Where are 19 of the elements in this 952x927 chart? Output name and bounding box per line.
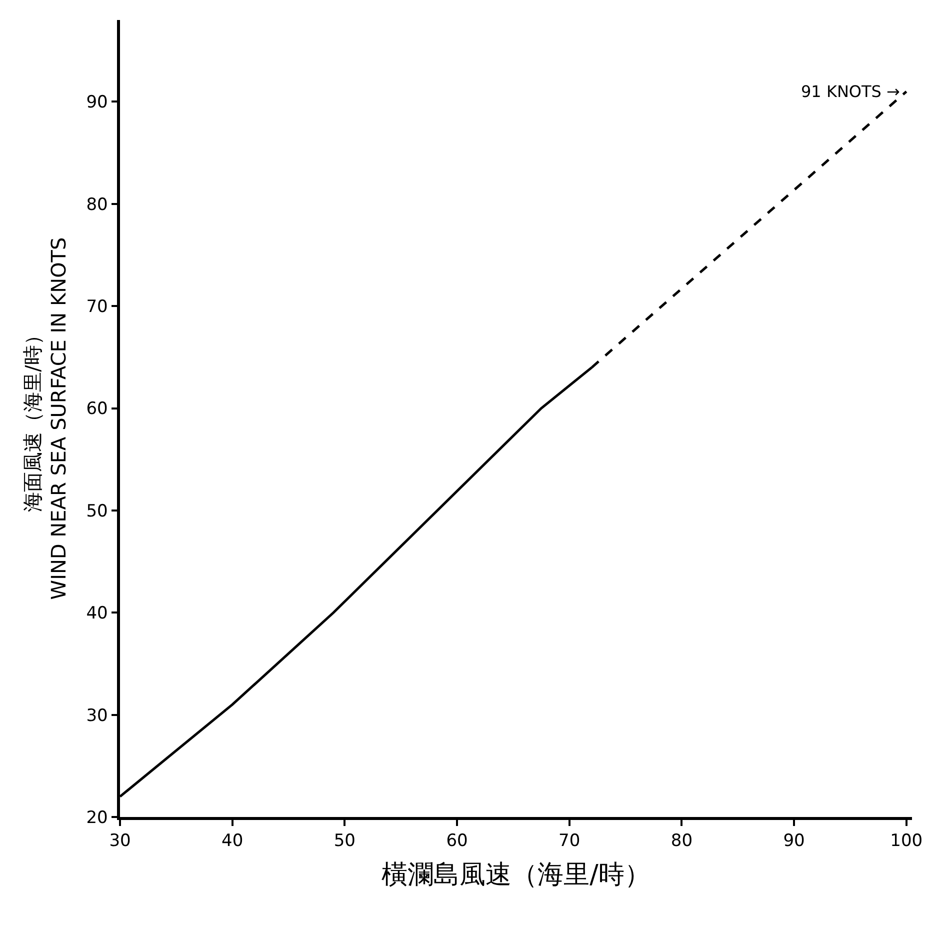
x-tick-label: 40 xyxy=(222,831,244,852)
y-tick-label: 50 xyxy=(86,501,108,522)
y-tick-label: 20 xyxy=(86,808,108,828)
x-tick-label: 60 xyxy=(446,831,468,852)
y-tick-label: 80 xyxy=(86,194,108,215)
y-axis-title: 海面風速（海里/時） WIND NEAR SEA SURFACE IN KNOTS xyxy=(20,237,71,600)
x-tick-label: 70 xyxy=(558,831,580,852)
x-tick-label: 30 xyxy=(109,831,131,852)
x-tick-label: 100 xyxy=(890,831,923,852)
x-tick-label: 90 xyxy=(783,831,805,852)
y-tick-label: 60 xyxy=(86,399,108,420)
x-tick-label: 80 xyxy=(670,831,693,852)
annotation: 91 KNOTS → xyxy=(801,82,900,101)
y-tick-label: 70 xyxy=(86,297,108,318)
y-tick-label: 30 xyxy=(86,706,108,726)
x-tick-label: 50 xyxy=(334,831,356,852)
y-tick-label: 40 xyxy=(86,604,108,624)
y-tick-label: 90 xyxy=(86,92,108,113)
x-axis-title: 橫瀾島風速（海里/時） xyxy=(382,860,650,890)
